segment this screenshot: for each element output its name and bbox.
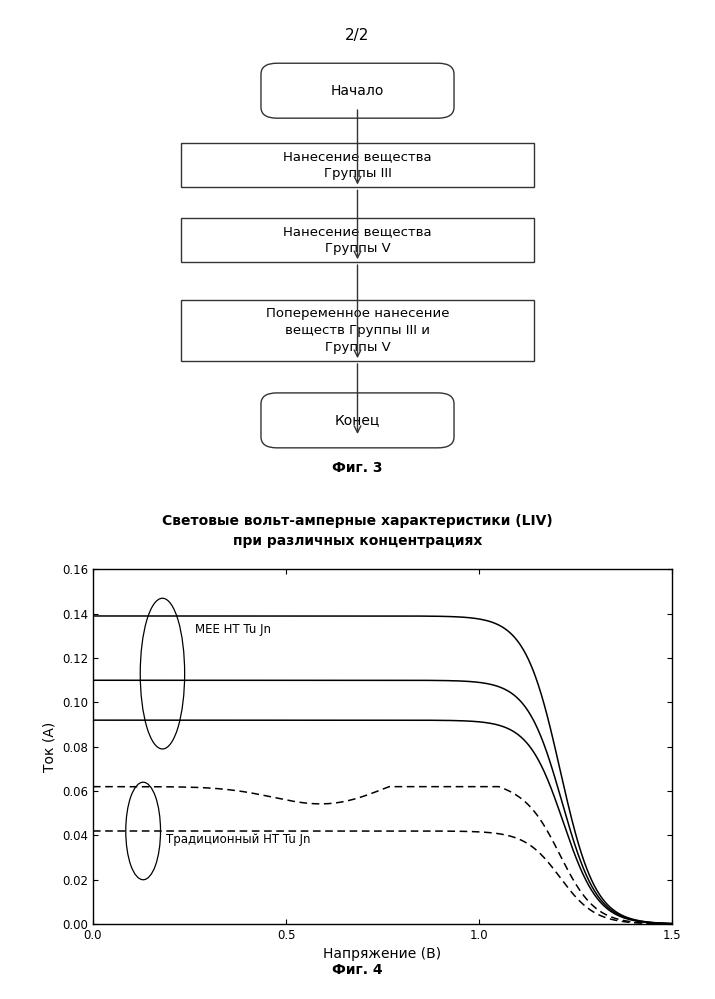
Text: 2/2: 2/2 — [345, 28, 370, 43]
Text: Нанесение вещества
Группы III: Нанесение вещества Группы III — [283, 151, 432, 181]
Text: Попеременное нанесение
веществ Группы III и
Группы V: Попеременное нанесение веществ Группы II… — [266, 307, 449, 354]
Y-axis label: Ток (А): Ток (А) — [42, 721, 56, 772]
Text: Фиг. 3: Фиг. 3 — [332, 462, 383, 476]
Text: Традиционный HT Tu Jn: Традиционный HT Tu Jn — [167, 833, 311, 846]
Bar — [181, 144, 535, 188]
Bar — [181, 300, 535, 361]
X-axis label: Напряжение (В): Напряжение (В) — [323, 947, 442, 961]
Text: Световые вольт-амперные характеристики (LIV)
при различных концентрациях: Световые вольт-амперные характеристики (… — [162, 514, 553, 548]
Text: MEE HT Tu Jn: MEE HT Tu Jn — [195, 622, 271, 635]
Text: Фиг. 4: Фиг. 4 — [332, 963, 383, 977]
Bar — [181, 218, 535, 262]
FancyBboxPatch shape — [261, 63, 454, 118]
Text: Начало: Начало — [331, 84, 384, 98]
Text: Нанесение вещества
Группы V: Нанесение вещества Группы V — [283, 225, 432, 255]
FancyBboxPatch shape — [261, 393, 454, 448]
Text: Конец: Конец — [335, 414, 380, 428]
